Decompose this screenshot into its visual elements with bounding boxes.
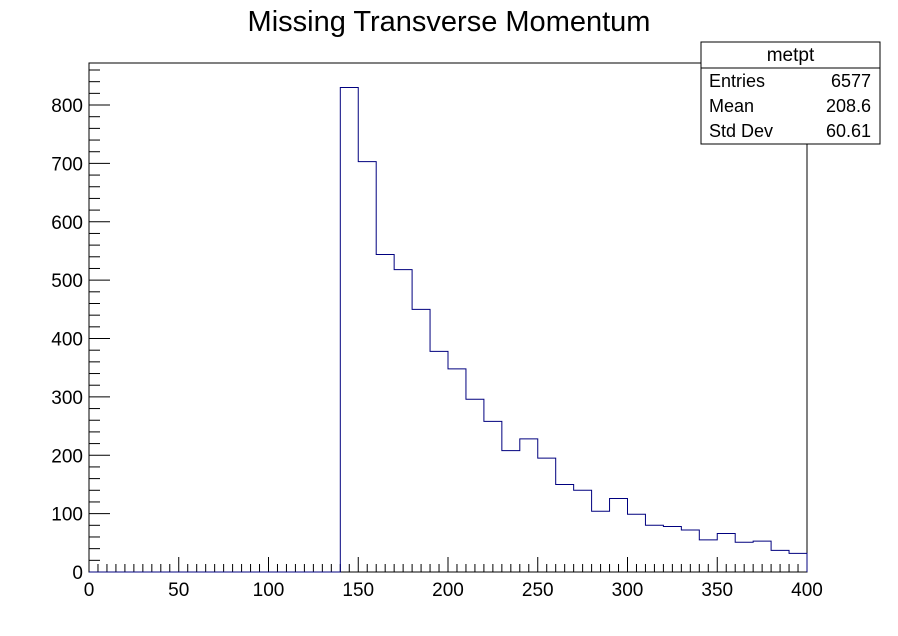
- histogram-bin: [663, 526, 681, 572]
- histogram-bin: [681, 530, 699, 572]
- y-tick-label: 300: [51, 388, 83, 409]
- y-tick-label: 0: [72, 563, 83, 584]
- x-tick-label: 250: [522, 580, 554, 601]
- x-tick-label: 300: [612, 580, 644, 601]
- histogram-bin: [466, 399, 484, 572]
- histogram-bin: [556, 484, 574, 572]
- histogram-bin: [412, 309, 430, 572]
- y-tick-label: 100: [51, 505, 83, 526]
- histogram-bin: [394, 270, 412, 572]
- histogram-bin: [699, 540, 717, 572]
- histogram-bin: [376, 254, 394, 572]
- stats-box-name: metpt: [767, 45, 815, 66]
- y-tick-label: 500: [51, 271, 83, 292]
- stats-box: metpt Entries 6577 Mean 208.6 Std Dev 60…: [700, 41, 881, 145]
- histogram-bin: [430, 351, 448, 572]
- histogram-bin: [538, 458, 556, 572]
- x-tick-label: 400: [791, 580, 823, 601]
- y-tick-label: 600: [51, 213, 83, 234]
- y-tick-label: 700: [51, 154, 83, 175]
- histogram-bin: [771, 550, 789, 572]
- x-tick-label: 0: [84, 580, 95, 601]
- histogram-bin: [484, 421, 502, 572]
- histogram-bin: [358, 162, 376, 572]
- y-tick-label: 800: [51, 96, 83, 117]
- histogram-bin: [753, 541, 771, 572]
- y-tick-label: 400: [51, 330, 83, 351]
- x-tick-label: 50: [168, 580, 189, 601]
- histogram-bins: [340, 88, 807, 572]
- stats-mean-label: Mean: [709, 96, 754, 116]
- histogram-bin: [610, 498, 628, 572]
- histogram-bin: [502, 451, 520, 572]
- y-axis: 0 100 200 300 400 500 600 700 800: [51, 69, 110, 584]
- stats-box-frame: [700, 41, 881, 145]
- stats-mean-value: 208.6: [826, 96, 871, 116]
- x-axis: 0 50 100 150 200 250 300 350 400: [84, 557, 823, 601]
- stats-entries-label: Entries: [709, 71, 765, 91]
- chart-title: Missing Transverse Momentum: [248, 6, 651, 38]
- histogram-bin: [628, 514, 646, 572]
- histogram-bin: [448, 369, 466, 572]
- histogram-outline: [89, 87, 808, 573]
- x-tick-label: 200: [432, 580, 464, 601]
- histogram-bin: [789, 553, 807, 572]
- x-tick-label: 150: [342, 580, 374, 601]
- histogram-bin: [574, 490, 592, 572]
- histogram-bin: [340, 88, 358, 572]
- y-tick-label: 200: [51, 446, 83, 467]
- histogram-bin: [520, 439, 538, 572]
- histogram-bin: [645, 525, 663, 572]
- stats-stddev-label: Std Dev: [709, 121, 773, 141]
- histogram-bin: [735, 542, 753, 572]
- histogram-bin: [592, 511, 610, 572]
- histogram-bin: [717, 533, 735, 572]
- x-tick-label: 350: [701, 580, 733, 601]
- x-tick-label: 100: [253, 580, 285, 601]
- stats-entries-value: 6577: [831, 71, 871, 91]
- stats-stddev-value: 60.61: [826, 121, 871, 141]
